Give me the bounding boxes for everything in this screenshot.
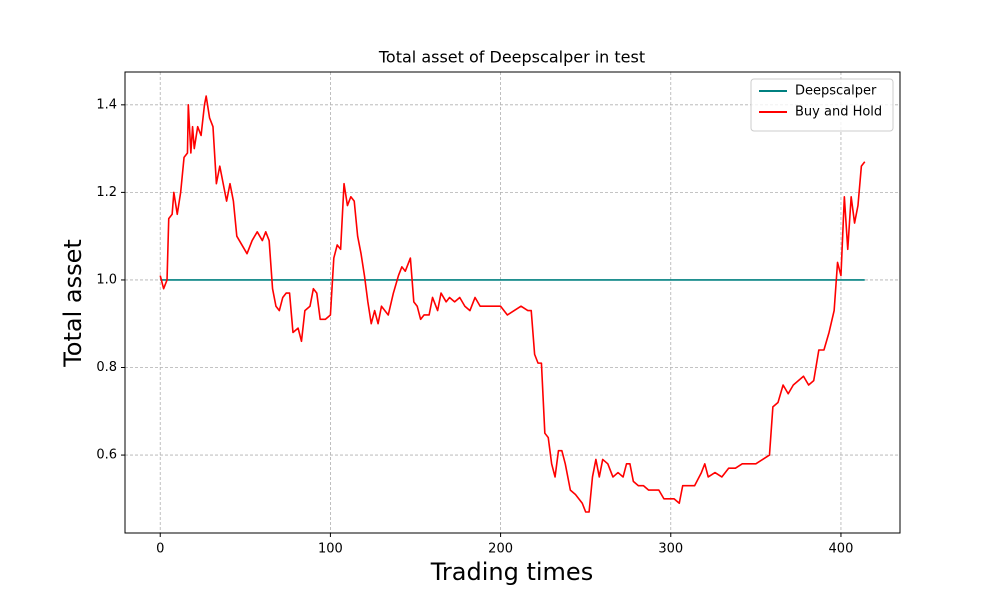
x-tick-label: 200	[488, 542, 513, 557]
y-tick-label: 1.4	[96, 97, 117, 112]
x-tick-label: 300	[658, 542, 683, 557]
legend: Deepscalper Buy and Hold	[750, 78, 894, 132]
y-tick-label: 0.8	[96, 360, 117, 375]
series-line	[159, 95, 866, 513]
plot-frame	[124, 71, 901, 534]
y-tick-label: 0.6	[96, 448, 117, 463]
chart-title: Total asset of Deepscalper in test	[378, 48, 645, 67]
x-tick-label: 100	[318, 542, 343, 557]
x-tick-label: 400	[829, 542, 854, 557]
y-axis-label: Total asset	[59, 239, 87, 368]
legend-label: Buy and Hold	[795, 105, 882, 120]
x-axis-label: Trading times	[430, 558, 593, 586]
x-tick-label: 0	[156, 542, 164, 557]
legend-label: Deepscalper	[795, 84, 877, 99]
y-tick-label: 1.2	[96, 185, 117, 200]
y-tick-label: 1.0	[96, 272, 117, 287]
